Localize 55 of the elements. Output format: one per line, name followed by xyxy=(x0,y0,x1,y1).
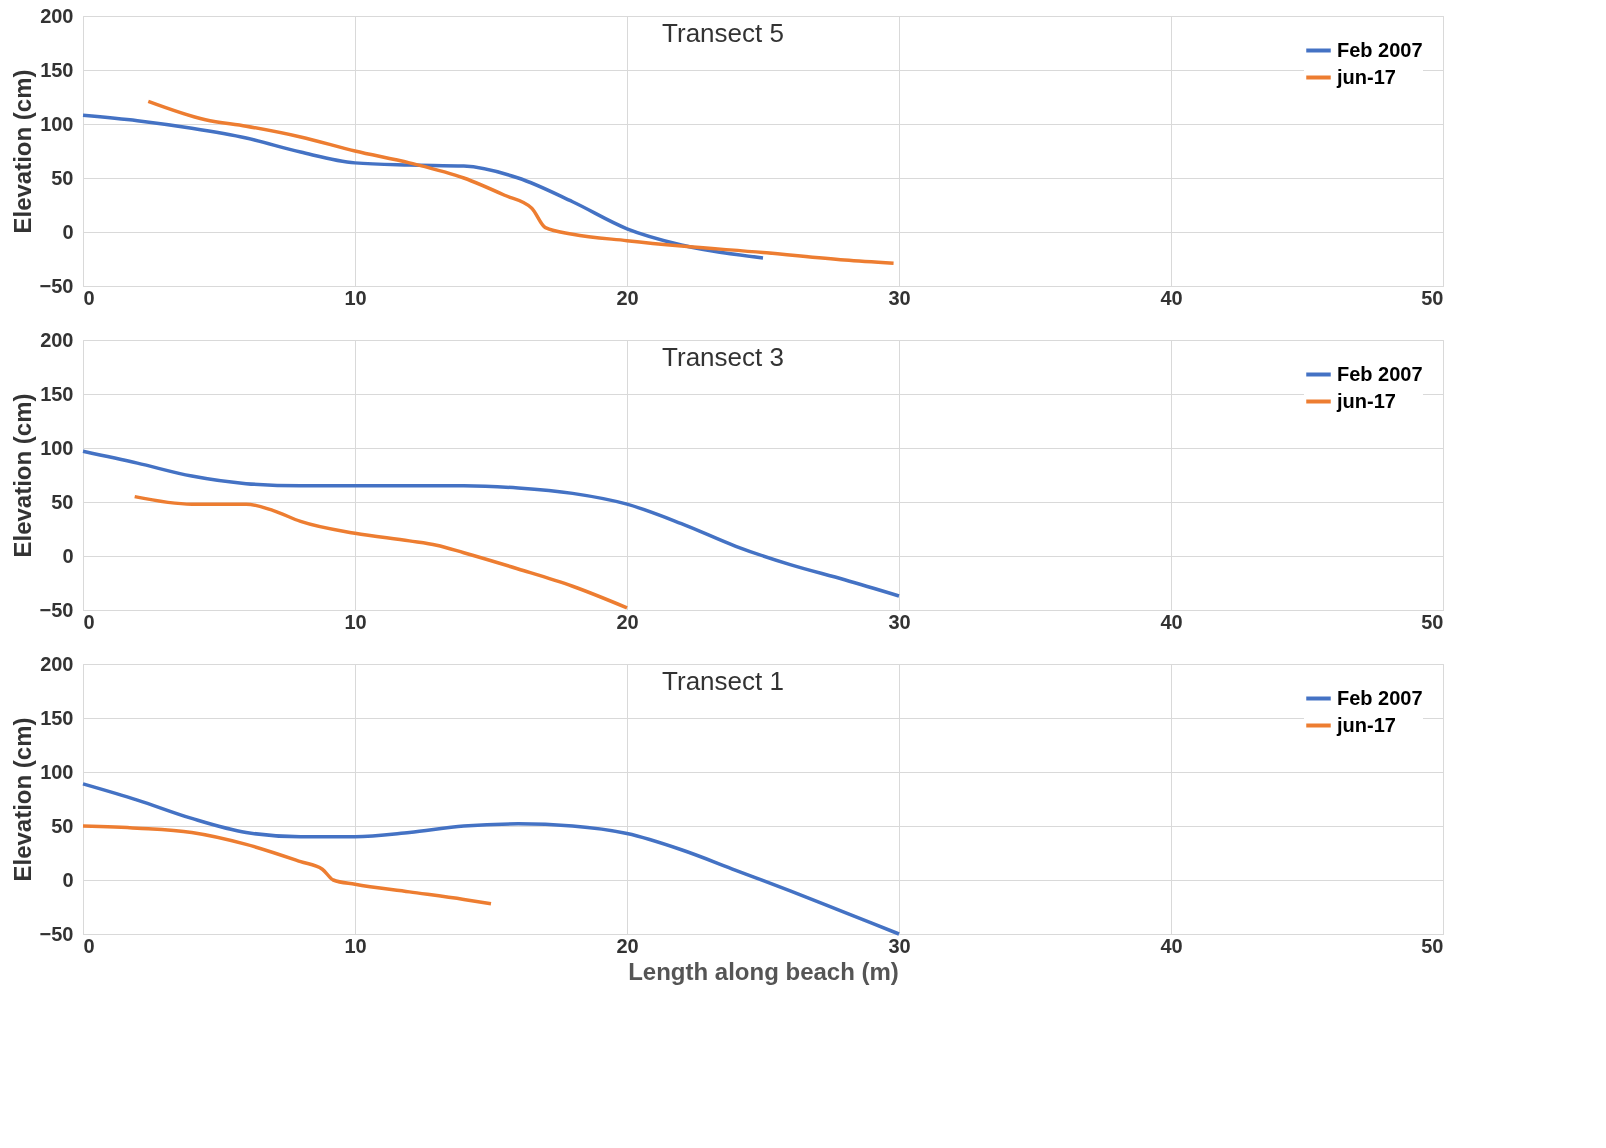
line-series xyxy=(81,449,901,598)
legend-label: Feb 2007 xyxy=(1337,686,1423,709)
y-tick-label: 50 xyxy=(51,814,74,837)
y-tick-label: 100 xyxy=(40,760,74,783)
legend-label: jun-17 xyxy=(1336,389,1396,412)
y-tick-label: 100 xyxy=(40,112,74,135)
y-tick-label: 0 xyxy=(62,220,74,243)
chart-title: Transect 1 xyxy=(662,666,784,696)
x-tick-label: 30 xyxy=(888,286,911,309)
legend-label: jun-17 xyxy=(1336,65,1396,88)
x-tick-label: 0 xyxy=(83,610,95,633)
y-tick-label: −50 xyxy=(39,598,74,621)
y-tick-label: 200 xyxy=(40,4,74,27)
x-tick-label: 40 xyxy=(1160,610,1183,633)
line-series xyxy=(81,824,493,906)
y-axis-title: Elevation (cm) xyxy=(8,69,36,234)
x-tick-label: 50 xyxy=(1421,286,1444,309)
y-tick-label: 100 xyxy=(40,436,74,459)
line-series xyxy=(132,494,629,610)
x-tick-label: 40 xyxy=(1160,286,1183,309)
y-axis-title: Elevation (cm) xyxy=(8,717,36,882)
y-tick-label: 50 xyxy=(51,490,74,513)
line-series xyxy=(81,113,765,260)
x-tick-label: 10 xyxy=(344,610,367,633)
x-tick-label: 20 xyxy=(616,610,639,633)
y-tick-label: −50 xyxy=(39,922,74,945)
x-tick-label: 10 xyxy=(344,934,367,957)
legend-label: jun-17 xyxy=(1336,713,1396,736)
y-tick-label: 150 xyxy=(40,382,74,405)
line-series xyxy=(81,782,901,936)
line-series xyxy=(146,99,896,266)
x-tick-label: 10 xyxy=(344,286,367,309)
x-tick-label: 40 xyxy=(1160,934,1183,957)
x-tick-label: 20 xyxy=(616,286,639,309)
y-axis-title: Elevation (cm) xyxy=(8,393,36,558)
x-tick-label: 30 xyxy=(888,934,911,957)
legend-label: Feb 2007 xyxy=(1337,362,1423,385)
x-tick-label: 0 xyxy=(83,934,95,957)
x-tick-label: 50 xyxy=(1421,610,1444,633)
x-tick-label: 30 xyxy=(888,610,911,633)
y-tick-label: 200 xyxy=(40,652,74,675)
y-tick-label: 0 xyxy=(62,544,74,567)
y-tick-label: 150 xyxy=(40,58,74,81)
y-tick-label: 150 xyxy=(40,706,74,729)
x-tick-label: 20 xyxy=(616,934,639,957)
x-tick-label: 50 xyxy=(1421,934,1444,957)
y-tick-label: 0 xyxy=(62,868,74,891)
y-tick-label: 50 xyxy=(51,166,74,189)
y-tick-label: 200 xyxy=(40,328,74,351)
y-tick-label: −50 xyxy=(39,274,74,297)
x-axis-title: Length along beach (m) xyxy=(628,957,899,985)
chart-title: Transect 3 xyxy=(662,342,784,372)
chart-title: Transect 5 xyxy=(662,18,784,48)
legend-label: Feb 2007 xyxy=(1337,38,1423,61)
x-tick-label: 0 xyxy=(83,286,95,309)
